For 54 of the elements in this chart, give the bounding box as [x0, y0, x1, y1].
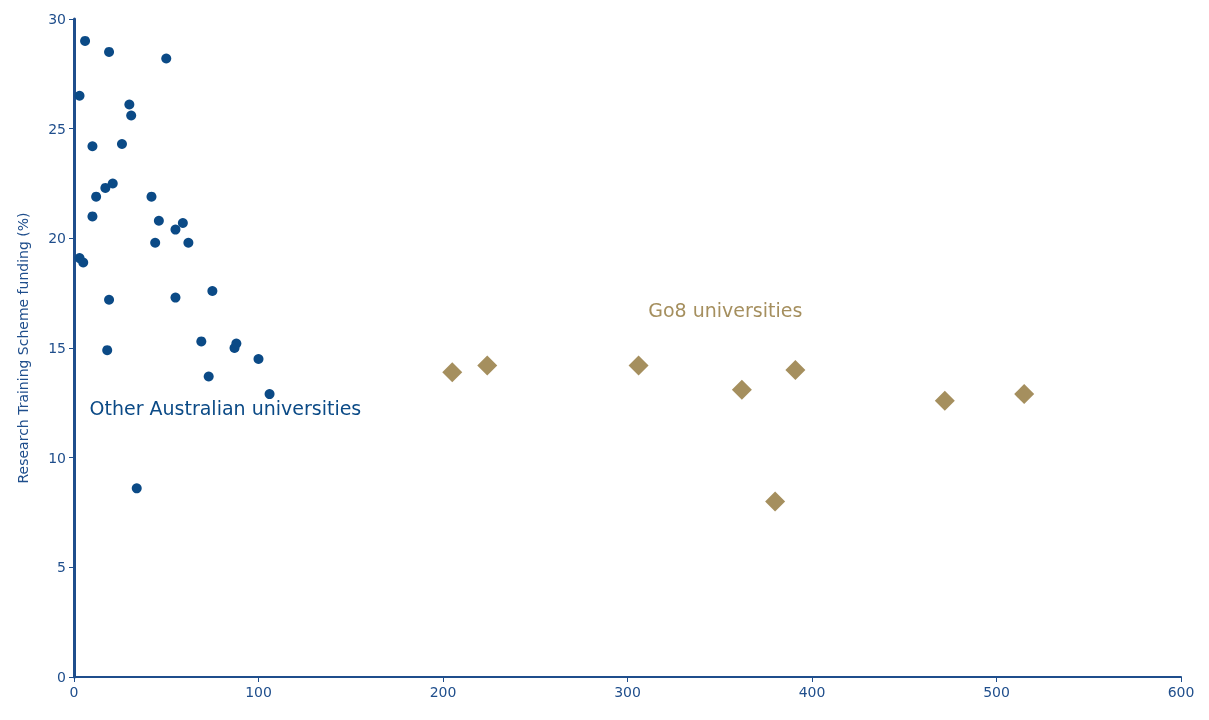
point	[116, 139, 127, 150]
y-axis-title: Research Training Scheme funding (%)	[15, 212, 31, 484]
y-tick-label: 30	[48, 11, 66, 27]
point	[934, 390, 955, 411]
x-tick-label: 0	[69, 684, 79, 700]
point	[785, 359, 806, 380]
point	[74, 90, 85, 101]
point	[442, 362, 463, 383]
x-tick-label: 600	[1167, 684, 1195, 700]
series-label: Go8 universities	[648, 299, 803, 322]
y-tick-label: 20	[48, 230, 66, 247]
point	[146, 191, 157, 202]
point	[765, 491, 786, 512]
point	[131, 483, 142, 494]
point	[231, 338, 242, 349]
y-tick-label: 10	[48, 449, 66, 466]
x-tick-label: 500	[983, 684, 1010, 700]
point	[102, 345, 113, 356]
point	[264, 389, 275, 400]
point	[104, 46, 115, 57]
point	[161, 53, 172, 64]
point	[203, 371, 214, 382]
point	[207, 285, 218, 296]
point	[1014, 384, 1035, 405]
point	[126, 110, 137, 121]
point	[87, 211, 98, 222]
point	[107, 178, 118, 189]
y-tick-label: 25	[48, 120, 66, 137]
point	[253, 353, 264, 364]
point	[177, 217, 188, 228]
point	[150, 237, 161, 248]
point	[87, 141, 98, 152]
y-tick-label: 0	[57, 669, 66, 685]
point	[477, 355, 498, 376]
y-tick-label: 5	[57, 559, 66, 576]
x-tick-label: 100	[245, 684, 272, 700]
point	[183, 237, 194, 248]
point	[170, 224, 181, 235]
x-tick-label: 200	[429, 684, 457, 700]
x-tick-label: 400	[798, 684, 826, 700]
point	[80, 35, 91, 46]
point	[124, 99, 135, 110]
point	[170, 292, 181, 303]
point	[731, 379, 752, 400]
x-tick-label: 300	[614, 684, 641, 700]
point	[196, 336, 207, 347]
point	[91, 191, 102, 202]
y-tick-label: 15	[48, 340, 66, 356]
point	[153, 215, 164, 226]
series-label: Other Australian universities	[89, 396, 362, 419]
point	[104, 294, 115, 305]
point	[78, 257, 89, 268]
point	[100, 182, 111, 193]
point	[628, 355, 649, 376]
